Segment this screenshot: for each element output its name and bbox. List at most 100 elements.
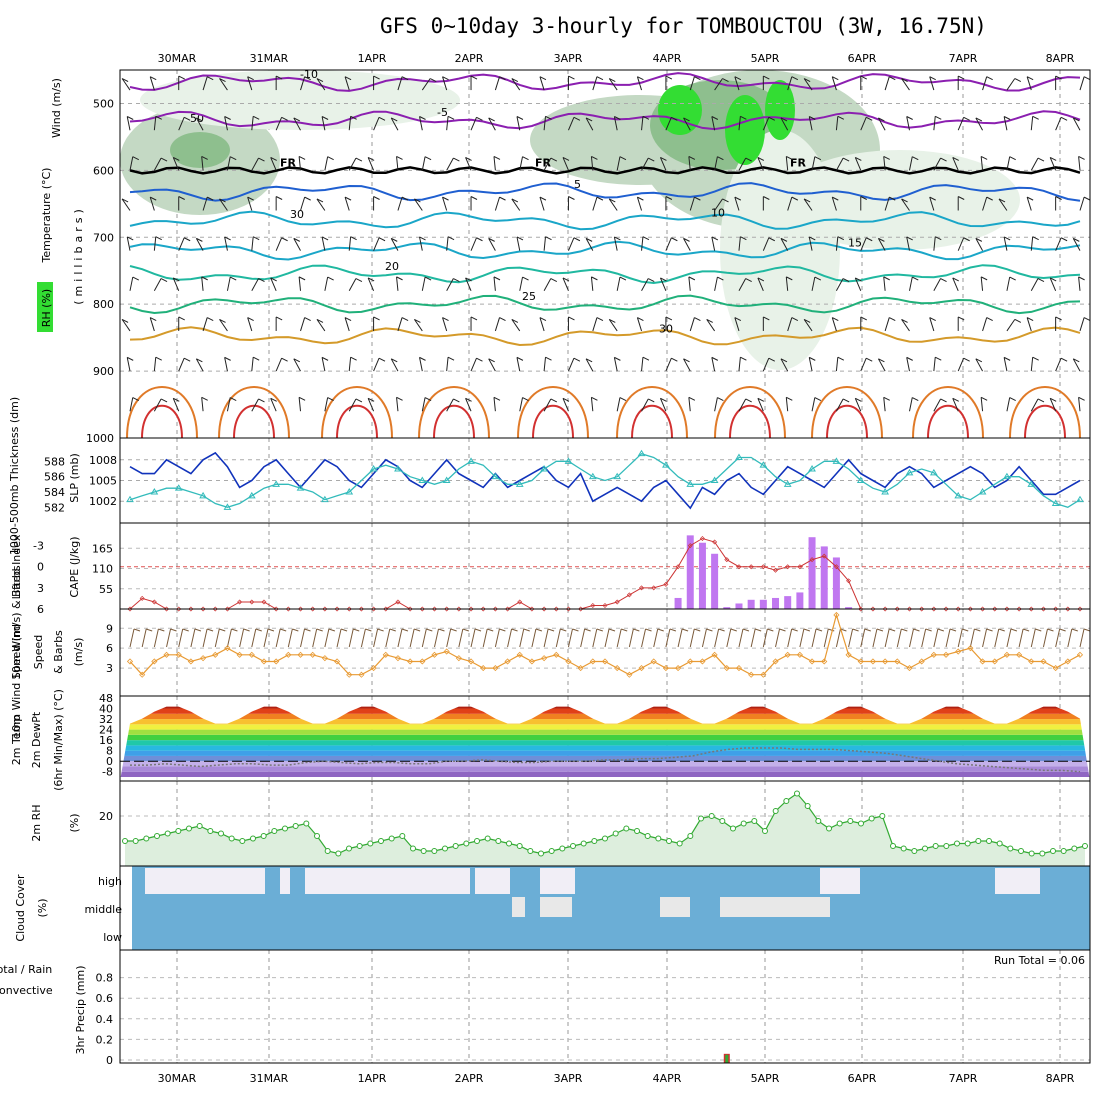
wind-barb xyxy=(763,75,770,80)
wind10m-speed-line xyxy=(129,612,1081,676)
thickness-marker xyxy=(1003,472,1011,480)
wind10m-speed-marker xyxy=(626,671,633,678)
wind-barb xyxy=(545,356,552,361)
wind-barb xyxy=(446,398,454,412)
cloud-high-clear xyxy=(995,868,1040,894)
wind10m-barb xyxy=(779,628,786,632)
wind-barb xyxy=(121,78,131,91)
wind10m-barb xyxy=(567,628,573,648)
wind-barb xyxy=(545,236,552,241)
wind-barb xyxy=(683,117,690,122)
temp-band xyxy=(120,734,1090,741)
precip-bar-rain xyxy=(725,1054,729,1063)
wind-barb xyxy=(592,196,598,211)
wind10m-speed-marker xyxy=(516,651,523,658)
wind-barb xyxy=(1049,157,1057,171)
wind-barb xyxy=(1014,318,1022,323)
wind-barb xyxy=(493,396,501,401)
wind-barb xyxy=(889,76,896,81)
wind-barb xyxy=(1026,317,1032,332)
wind10m-barb xyxy=(377,628,384,632)
wind10m-barb xyxy=(1055,628,1061,648)
wind-barb xyxy=(665,237,672,251)
wind10m-speed-marker xyxy=(869,658,877,665)
wind-barb xyxy=(1006,78,1016,91)
wind-barb xyxy=(619,397,627,401)
wind-barb xyxy=(275,196,283,200)
wind-barb xyxy=(516,236,524,241)
wind-barb xyxy=(270,397,277,402)
wind-barb xyxy=(155,236,162,241)
rh2m-marker xyxy=(324,848,331,854)
precip-tick-label: 0 xyxy=(106,1054,113,1067)
wind-barb xyxy=(251,236,254,251)
wind-barb xyxy=(499,196,506,201)
wind10m-barb xyxy=(653,628,659,648)
wind-barb xyxy=(149,76,155,91)
wind-barb xyxy=(173,157,180,161)
wind-barb xyxy=(1055,75,1062,80)
wind-barb xyxy=(683,358,691,372)
wind10m-barb xyxy=(243,628,250,632)
wind10m-speed-marker xyxy=(419,658,426,665)
wind-barb xyxy=(883,155,890,160)
wind-barb xyxy=(791,76,799,81)
wind10m-speed-marker xyxy=(528,658,535,665)
wind-barb xyxy=(811,397,816,412)
wind10m-barb xyxy=(1030,628,1036,648)
rh2m-marker xyxy=(868,815,875,822)
wind-barb xyxy=(1009,276,1016,281)
wind-barb xyxy=(683,358,690,363)
wind-barb xyxy=(465,397,472,402)
wind-barb xyxy=(153,357,157,372)
wind10m-barb xyxy=(803,628,811,632)
rh2m-marker xyxy=(602,835,608,842)
wind10m-speed-marker xyxy=(431,651,438,658)
wind10m-barb xyxy=(969,628,975,648)
wind-barb xyxy=(251,278,259,292)
wind-barb xyxy=(149,196,157,201)
wind-barb xyxy=(1009,397,1016,401)
isotherm-line xyxy=(129,182,1081,202)
boundary-layer-contour xyxy=(729,404,771,439)
wind-barb xyxy=(251,398,259,412)
thickness-marker xyxy=(345,488,354,495)
wind-barb xyxy=(609,78,616,82)
wind-barb xyxy=(488,358,496,372)
wind10m-speed-marker xyxy=(273,658,280,665)
wind10m-speed-marker xyxy=(455,655,462,662)
wind-barb xyxy=(573,116,581,121)
wind-barb xyxy=(1055,358,1062,372)
rh2m-marker xyxy=(1018,848,1024,854)
wind-barb xyxy=(878,358,885,363)
wind-barb xyxy=(219,198,228,211)
wind-barb xyxy=(247,76,253,91)
wind-barb xyxy=(219,78,228,91)
wind-barb xyxy=(511,318,519,323)
thickness-marker xyxy=(199,491,207,499)
cloud-axis-label: Cloud Cover xyxy=(14,874,27,942)
wind10m-barb xyxy=(641,628,647,648)
wind-barb xyxy=(714,397,718,412)
date-label-bottom: 1APR xyxy=(358,1072,387,1085)
wind10m-barb xyxy=(901,628,908,632)
wind10m-barb xyxy=(860,628,866,648)
wind10m-barb xyxy=(811,628,817,648)
rh2m-marker xyxy=(1082,843,1088,849)
wind10m-speed-marker xyxy=(601,658,609,665)
wind-barb xyxy=(762,358,770,372)
rh-shading xyxy=(658,85,702,135)
wind10m-barb xyxy=(1067,628,1073,648)
wind-barb xyxy=(878,237,885,242)
lifted-index-marker xyxy=(639,585,645,591)
wind10m-barb xyxy=(921,628,927,648)
wind-barb xyxy=(493,397,496,412)
wind-barb xyxy=(367,157,375,161)
wind-barb xyxy=(327,397,334,401)
wind-barb xyxy=(511,198,521,211)
lifted-index-marker xyxy=(139,595,145,601)
wind-barb xyxy=(344,76,350,91)
thickness-marker xyxy=(515,480,524,487)
lifted-index-marker xyxy=(249,599,255,605)
rh2m-marker xyxy=(858,820,864,827)
